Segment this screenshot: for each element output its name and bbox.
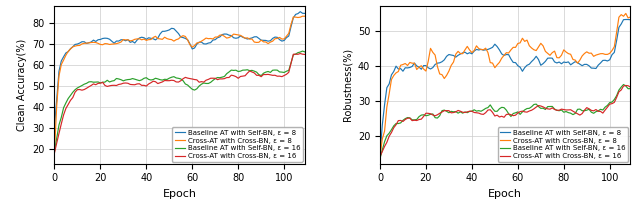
Cross-AT with Cross-BN, ε = 8 — [620, 15, 627, 17]
Baseline AT with Self-BN, ε = 8 — [622, 18, 630, 21]
Cross-AT with Cross-BN, ε = 16 — [51, 152, 58, 154]
Cross-AT with Cross-BN, ε = 8 — [51, 152, 58, 154]
Baseline AT with Self-BN, ε = 16 — [301, 51, 308, 53]
Line: Cross-AT with Cross-BN, ε = 16: Cross-AT with Cross-BN, ε = 16 — [380, 85, 630, 157]
Baseline AT with Self-BN, ε = 16 — [498, 106, 506, 108]
Baseline AT with Self-BN, ε = 16 — [611, 98, 618, 101]
Cross-AT with Cross-BN, ε = 8 — [622, 12, 630, 15]
Cross-AT with Cross-BN, ε = 16 — [450, 111, 458, 114]
Baseline AT with Self-BN, ε = 8 — [285, 35, 292, 37]
Line: Baseline AT with Self-BN, ε = 16: Baseline AT with Self-BN, ε = 16 — [380, 84, 630, 159]
Cross-AT with Cross-BN, ε = 8 — [450, 61, 458, 63]
Cross-AT with Cross-BN, ε = 16 — [294, 53, 302, 56]
Cross-AT with Cross-BN, ε = 8 — [227, 35, 235, 37]
Baseline AT with Self-BN, ε = 16 — [376, 157, 384, 160]
Cross-AT with Cross-BN, ε = 16 — [627, 86, 634, 88]
Cross-AT with Cross-BN, ε = 16 — [172, 81, 180, 83]
Cross-AT with Cross-BN, ε = 16 — [620, 85, 627, 87]
Line: Baseline AT with Self-BN, ε = 16: Baseline AT with Self-BN, ε = 16 — [54, 51, 305, 152]
Baseline AT with Self-BN, ε = 16 — [124, 78, 132, 81]
Cross-AT with Cross-BN, ε = 16 — [227, 74, 235, 76]
Cross-AT with Cross-BN, ε = 16 — [301, 53, 308, 56]
Line: Cross-AT with Cross-BN, ε = 8: Cross-AT with Cross-BN, ε = 8 — [380, 14, 630, 157]
Line: Baseline AT with Self-BN, ε = 8: Baseline AT with Self-BN, ε = 8 — [380, 20, 630, 156]
Legend: Baseline AT with Self-BN, ε = 8, Cross-AT with Cross-BN, ε = 8, Baseline AT with: Baseline AT with Self-BN, ε = 8, Cross-A… — [172, 127, 303, 162]
Baseline AT with Self-BN, ε = 16 — [172, 77, 180, 79]
Baseline AT with Self-BN, ε = 16 — [51, 150, 58, 153]
X-axis label: Epoch: Epoch — [163, 189, 196, 199]
Baseline AT with Self-BN, ε = 8 — [491, 43, 499, 45]
Baseline AT with Self-BN, ε = 8 — [620, 18, 627, 21]
Baseline AT with Self-BN, ε = 8 — [165, 29, 173, 31]
Cross-AT with Cross-BN, ε = 8 — [172, 38, 180, 41]
Cross-AT with Cross-BN, ε = 8 — [611, 45, 618, 48]
Cross-AT with Cross-BN, ε = 16 — [553, 109, 561, 112]
Cross-AT with Cross-BN, ε = 16 — [491, 115, 499, 117]
X-axis label: Epoch: Epoch — [488, 189, 522, 199]
Baseline AT with Self-BN, ε = 16 — [294, 52, 302, 54]
Line: Cross-AT with Cross-BN, ε = 8: Cross-AT with Cross-BN, ε = 8 — [54, 16, 305, 153]
Cross-AT with Cross-BN, ε = 8 — [165, 38, 173, 40]
Baseline AT with Self-BN, ε = 16 — [450, 111, 458, 113]
Baseline AT with Self-BN, ε = 16 — [227, 69, 235, 71]
Baseline AT with Self-BN, ε = 8 — [498, 53, 506, 55]
Cross-AT with Cross-BN, ε = 16 — [285, 71, 292, 74]
Baseline AT with Self-BN, ε = 8 — [296, 11, 304, 13]
Cross-AT with Cross-BN, ε = 8 — [376, 156, 384, 158]
Cross-AT with Cross-BN, ε = 16 — [498, 115, 506, 118]
Line: Baseline AT with Self-BN, ε = 8: Baseline AT with Self-BN, ε = 8 — [54, 12, 305, 127]
Y-axis label: Robustness(%): Robustness(%) — [342, 48, 352, 121]
Cross-AT with Cross-BN, ε = 8 — [553, 56, 561, 59]
Cross-AT with Cross-BN, ε = 16 — [622, 84, 630, 87]
Baseline AT with Self-BN, ε = 8 — [553, 62, 561, 64]
Cross-AT with Cross-BN, ε = 16 — [124, 82, 132, 84]
Line: Cross-AT with Cross-BN, ε = 16: Cross-AT with Cross-BN, ε = 16 — [54, 54, 305, 153]
Baseline AT with Self-BN, ε = 8 — [172, 30, 180, 32]
Cross-AT with Cross-BN, ε = 16 — [611, 101, 618, 104]
Baseline AT with Self-BN, ε = 8 — [611, 51, 618, 54]
Baseline AT with Self-BN, ε = 8 — [627, 19, 634, 21]
Baseline AT with Self-BN, ε = 16 — [620, 83, 627, 86]
Cross-AT with Cross-BN, ε = 8 — [285, 32, 292, 35]
Cross-AT with Cross-BN, ε = 16 — [376, 156, 384, 158]
Baseline AT with Self-BN, ε = 8 — [124, 39, 132, 41]
Cross-AT with Cross-BN, ε = 8 — [627, 16, 634, 18]
Y-axis label: Clean Accuracy(%): Clean Accuracy(%) — [17, 39, 27, 131]
Cross-AT with Cross-BN, ε = 8 — [124, 39, 132, 41]
Baseline AT with Self-BN, ε = 8 — [301, 12, 308, 15]
Legend: Baseline AT with Self-BN, ε = 8, Cross-AT with Cross-BN, ε = 8, Baseline AT with: Baseline AT with Self-BN, ε = 8, Cross-A… — [498, 127, 628, 162]
Cross-AT with Cross-BN, ε = 8 — [498, 57, 506, 59]
Cross-AT with Cross-BN, ε = 8 — [299, 15, 307, 17]
Baseline AT with Self-BN, ε = 16 — [627, 87, 634, 90]
Baseline AT with Self-BN, ε = 16 — [285, 69, 292, 72]
Baseline AT with Self-BN, ε = 16 — [491, 110, 499, 113]
Baseline AT with Self-BN, ε = 8 — [450, 54, 458, 57]
Baseline AT with Self-BN, ε = 8 — [51, 126, 58, 128]
Baseline AT with Self-BN, ε = 16 — [299, 50, 307, 52]
Baseline AT with Self-BN, ε = 16 — [165, 77, 173, 79]
Cross-AT with Cross-BN, ε = 16 — [165, 79, 173, 82]
Cross-AT with Cross-BN, ε = 8 — [294, 16, 302, 19]
Baseline AT with Self-BN, ε = 8 — [227, 34, 235, 37]
Baseline AT with Self-BN, ε = 8 — [294, 12, 302, 15]
Baseline AT with Self-BN, ε = 16 — [622, 85, 630, 87]
Cross-AT with Cross-BN, ε = 8 — [491, 66, 499, 69]
Cross-AT with Cross-BN, ε = 8 — [301, 15, 308, 17]
Cross-AT with Cross-BN, ε = 16 — [296, 52, 304, 55]
Baseline AT with Self-BN, ε = 8 — [376, 155, 384, 157]
Baseline AT with Self-BN, ε = 16 — [553, 109, 561, 112]
